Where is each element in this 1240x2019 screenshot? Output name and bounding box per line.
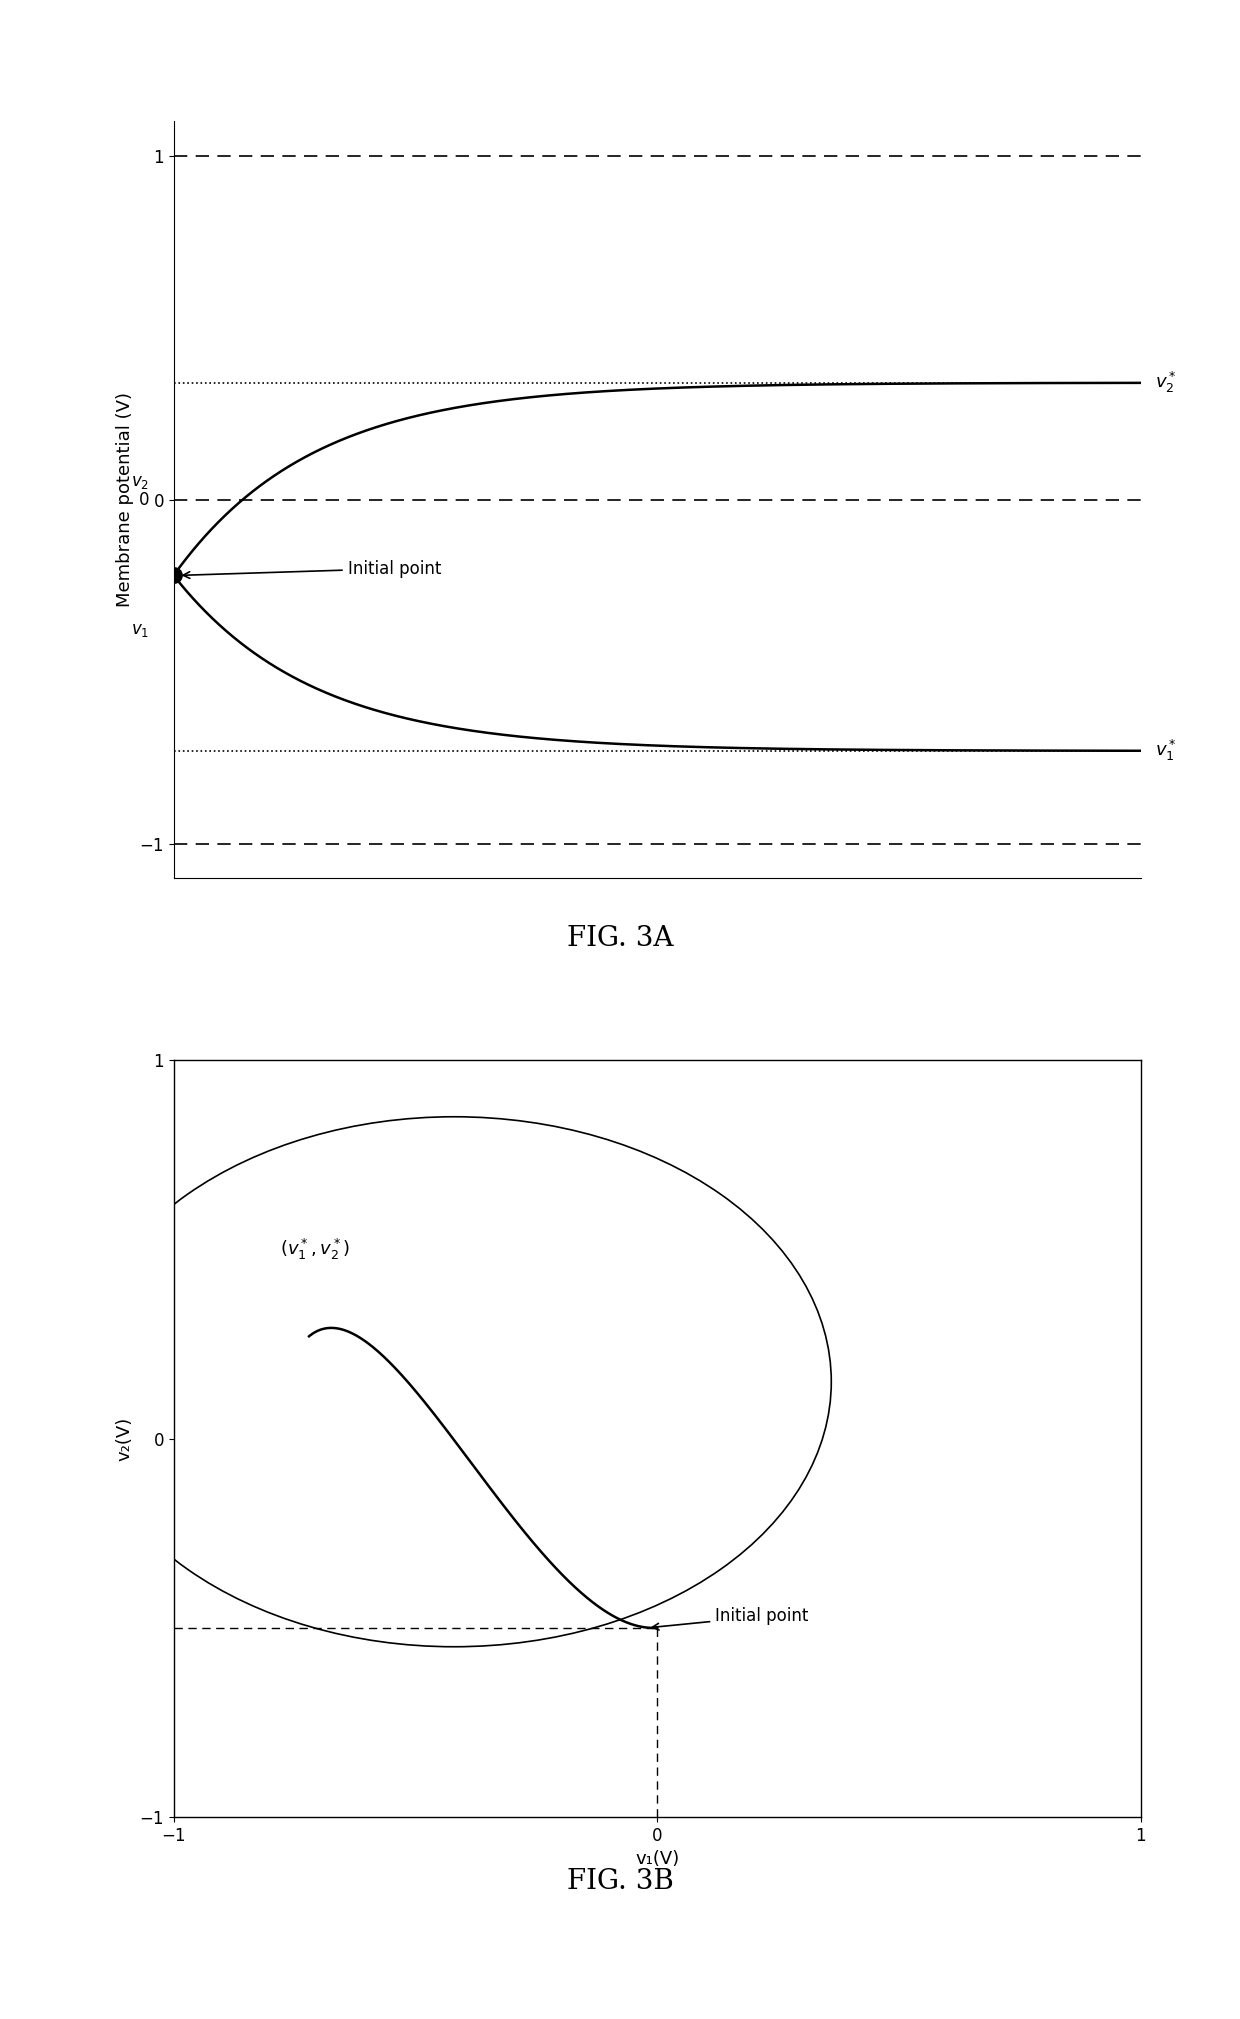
Y-axis label: Membrane potential (V): Membrane potential (V) xyxy=(115,392,134,608)
Text: FIG. 3B: FIG. 3B xyxy=(567,1868,673,1896)
Text: Initial point: Initial point xyxy=(184,559,441,577)
X-axis label: v₁(V): v₁(V) xyxy=(635,1849,680,1868)
Text: $v_1^*$: $v_1^*$ xyxy=(1156,739,1177,763)
Text: FIG. 3A: FIG. 3A xyxy=(567,925,673,953)
Text: Initial point: Initial point xyxy=(652,1607,808,1629)
Text: $v_2$: $v_2$ xyxy=(131,474,150,491)
Text: $v_2^*$: $v_2^*$ xyxy=(1156,369,1177,396)
Y-axis label: v₂(V): v₂(V) xyxy=(115,1417,134,1460)
Text: 0: 0 xyxy=(139,491,150,509)
Text: $v_1$: $v_1$ xyxy=(131,622,150,640)
Text: $(v_1^*, v_2^*)$: $(v_1^*, v_2^*)$ xyxy=(280,1238,350,1262)
